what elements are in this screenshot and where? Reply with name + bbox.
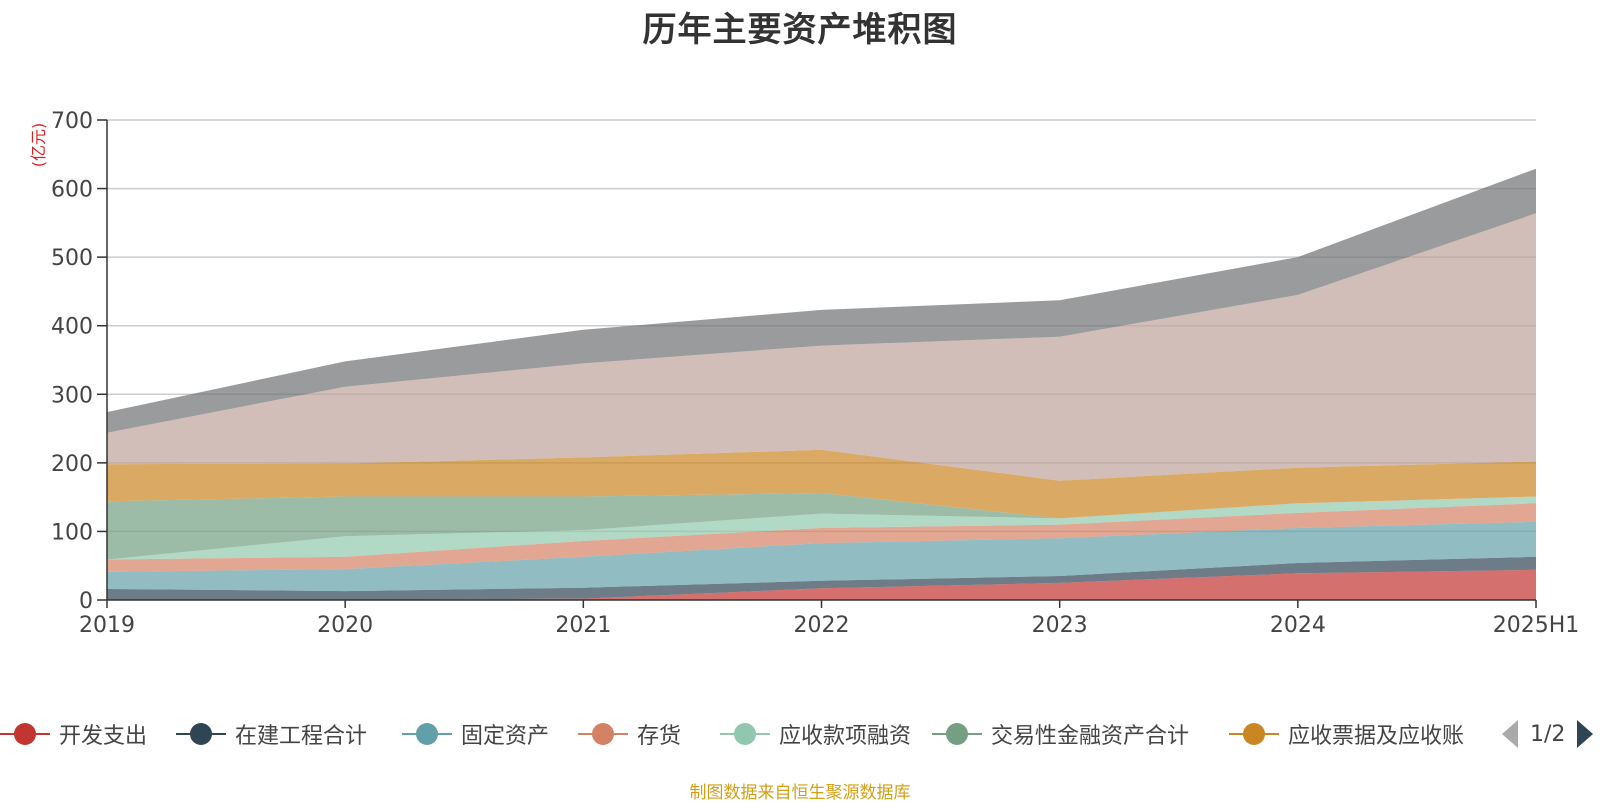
area-series-应收款项融资 (107, 496, 1536, 560)
x-tick-label: 2020 (317, 613, 373, 638)
area-series (107, 168, 1536, 600)
legend-prev-page-icon[interactable] (1502, 720, 1518, 748)
legend-label: 交易性金融资产合计 (991, 724, 1190, 749)
y-tick-label: 600 (51, 178, 93, 203)
y-tick-label: 400 (51, 315, 93, 340)
legend: 开发支出 在建工程合计 固定资产 存货 应收款项融资 交易性金融资产合计 应收票据及应收账 (0, 716, 1600, 752)
axis-labels: 0 100 200 300 400 500 600 700 2019 2020 2021 2022 20… (51, 109, 1579, 638)
y-tick-label: 500 (51, 246, 93, 271)
legend-marker-icon (578, 716, 628, 752)
y-tick-label: 0 (79, 589, 93, 614)
legend-label: 存货 (637, 724, 682, 749)
legend-item[interactable]: 在建工程合计 (176, 716, 367, 752)
y-tick-label: 200 (51, 452, 93, 477)
area-series-series (107, 213, 1536, 481)
legend-pager: 1/2 (1502, 716, 1594, 752)
y-tick-label: 300 (51, 383, 93, 408)
area-series-存货 (107, 503, 1536, 572)
x-tick-label: 2019 (79, 613, 135, 638)
legend-item[interactable]: 应收款项融资 (720, 716, 911, 752)
legend-marker-icon (1229, 716, 1279, 752)
area-series-series (107, 168, 1536, 433)
area-series-开发支出 (107, 569, 1536, 600)
x-tick-label: 2022 (794, 613, 850, 638)
legend-item[interactable]: 交易性金融资产合计 (932, 716, 1189, 752)
legend-label: 开发支出 (59, 724, 148, 749)
legend-next-page-icon[interactable] (1577, 720, 1594, 748)
legend-marker-icon (0, 716, 50, 752)
axes (97, 119, 1537, 608)
x-tick-label: 2024 (1270, 613, 1326, 638)
x-tick-label: 2023 (1032, 613, 1088, 638)
x-tick-label: 2021 (555, 613, 611, 638)
legend-marker-icon (402, 716, 452, 752)
legend-item[interactable]: 开发支出 (0, 716, 147, 752)
chart-title: 历年主要资产堆积图 (642, 10, 958, 50)
area-series-固定资产 (107, 521, 1536, 592)
legend-label: 在建工程合计 (235, 724, 368, 749)
area-series-应收票据及应收账 (107, 449, 1536, 519)
legend-item[interactable]: 应收票据及应收账 (1229, 716, 1464, 752)
legend-label: 应收款项融资 (779, 724, 912, 749)
legend-label: 固定资产 (461, 724, 550, 749)
legend-label: 应收票据及应收账 (1288, 724, 1465, 749)
legend-item[interactable]: 固定资产 (402, 716, 549, 752)
data-source-note: 制图数据来自恒生聚源数据库 (689, 783, 911, 803)
legend-marker-icon (176, 716, 226, 752)
y-axis-unit-label: (亿元) (29, 123, 48, 168)
area-series-交易性金融资产合计 (107, 493, 1536, 560)
legend-item[interactable]: 存货 (578, 716, 681, 752)
x-tick-label: 2025H1 (1493, 613, 1580, 638)
legend-page-indicator: 1/2 (1530, 721, 1566, 747)
y-tick-label: 100 (51, 520, 93, 545)
area-series-在建工程合计 (107, 556, 1536, 600)
legend-marker-icon (720, 716, 770, 752)
stacked-area-chart: 0 100 200 300 400 500 600 700 2019 2020 2021 2022 20… (29, 109, 1579, 638)
legend-marker-icon (932, 716, 982, 752)
y-tick-label: 700 (51, 109, 93, 134)
